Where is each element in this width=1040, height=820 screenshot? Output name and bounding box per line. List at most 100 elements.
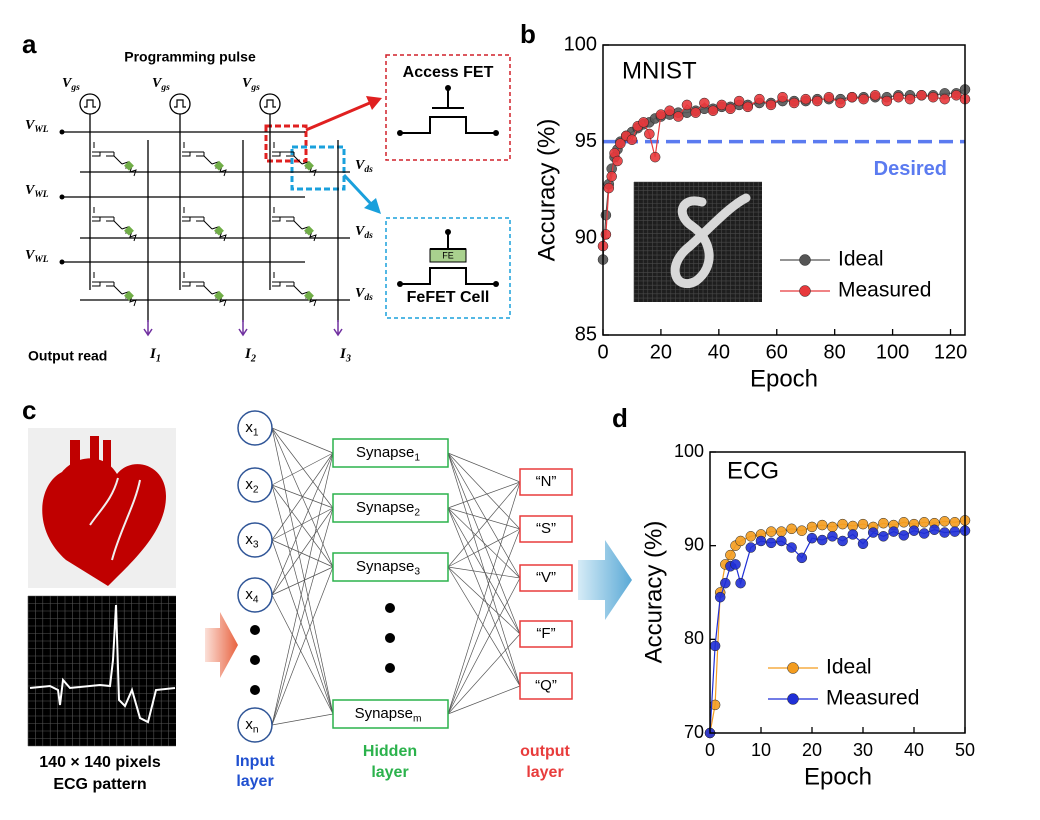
marker: [716, 99, 727, 111]
chart-title: ECG: [727, 457, 779, 484]
mnist-digit: [670, 193, 751, 288]
marker: [878, 517, 889, 529]
chart-title: MNIST: [622, 57, 697, 84]
mnist-grid: [633, 181, 762, 302]
current-label: I1: [149, 346, 161, 364]
output-label: “S”: [536, 520, 556, 537]
pulse: [84, 99, 96, 108]
layer-label: Input: [235, 753, 275, 770]
image-caption: ECG pattern: [53, 776, 146, 793]
gate-voltage-label: Vgs: [152, 76, 170, 93]
cell-ferro: [304, 225, 314, 236]
marker: [857, 538, 869, 550]
cell-ferro: [124, 290, 134, 301]
text-base: x: [245, 476, 253, 493]
x-tick-label: 0: [705, 740, 715, 760]
synapse-label: Synapse3: [356, 558, 420, 577]
text-base: x: [245, 586, 253, 603]
highlight-box: [264, 124, 308, 163]
connection: [271, 452, 334, 726]
marker: [709, 640, 721, 652]
marker: [881, 95, 893, 107]
marker: [742, 101, 754, 113]
x-tick-label: 100: [876, 341, 909, 363]
text-sub: gs: [250, 83, 260, 93]
connection: [271, 452, 334, 486]
gate-voltage-label: Vgs: [62, 76, 80, 93]
output-box: [519, 564, 573, 592]
connection: [447, 566, 521, 687]
text-sub: ds: [364, 293, 373, 303]
marker: [606, 171, 617, 182]
legend-label: Ideal: [826, 656, 872, 679]
marker: [898, 530, 910, 541]
pulse-source: [259, 93, 281, 115]
cell-transistor: [92, 272, 123, 295]
text-sub: 1: [156, 354, 161, 365]
marker: [735, 577, 746, 589]
input-node: [237, 410, 273, 446]
ellipsis-dot: [385, 633, 395, 643]
cell-transistor: [182, 207, 213, 230]
output-box: [519, 515, 573, 543]
text-sub: 3: [345, 354, 351, 365]
x-tick-label: 10: [751, 740, 771, 760]
cell-ferro: [124, 160, 134, 171]
marker: [755, 535, 767, 547]
word-line-label: VWL: [25, 183, 49, 200]
connection: [271, 539, 334, 715]
input-node: [237, 467, 273, 503]
marker: [754, 93, 765, 105]
y-axis-label: Accuracy (%): [533, 119, 560, 262]
marker: [837, 535, 848, 547]
marker: [765, 99, 777, 111]
synapse-box: [332, 699, 449, 729]
connection: [271, 566, 334, 726]
current-label: I2: [244, 346, 256, 364]
plot-frame: [602, 44, 966, 336]
marker: [908, 525, 920, 536]
marker: [847, 529, 859, 540]
ellipsis-dot: [250, 625, 260, 635]
marker: [725, 549, 736, 561]
x-tick-label: 20: [802, 740, 822, 760]
marker: [776, 535, 787, 547]
marker: [939, 527, 950, 538]
connection: [447, 452, 521, 483]
word-line-label: VWL: [25, 248, 49, 265]
connection: [447, 507, 521, 579]
marker: [690, 107, 701, 118]
cell-transistor: [272, 272, 303, 295]
output-box: [519, 468, 573, 496]
output-label: “N”: [536, 473, 557, 490]
connection: [271, 484, 334, 715]
input-label: x4: [245, 586, 259, 605]
x-tick-label: 0: [597, 341, 608, 363]
marker: [615, 138, 626, 149]
y-tick-label: 95: [575, 130, 597, 152]
heart: [42, 458, 167, 586]
legend-label: Ideal: [838, 248, 884, 271]
connection: [271, 452, 334, 541]
text-sub: 2: [253, 484, 259, 495]
connection: [271, 539, 334, 568]
connection: [447, 528, 521, 715]
marker: [823, 91, 835, 103]
text-base: x: [245, 419, 253, 436]
text-base: V: [355, 158, 366, 173]
marker: [878, 531, 889, 542]
marker: [918, 528, 930, 539]
marker: [888, 526, 899, 537]
x-tick-label: 80: [824, 341, 846, 363]
text-base: Synapse: [356, 444, 414, 461]
connection: [447, 452, 521, 579]
marker: [904, 93, 916, 105]
image-caption: 140 × 140 pixels: [39, 754, 161, 771]
marker: [720, 577, 731, 589]
synapse-box: [332, 493, 449, 523]
cell-transistor: [182, 272, 213, 295]
marker: [827, 531, 838, 542]
flow-arrow: [205, 612, 238, 678]
connection: [447, 452, 521, 687]
output-label: “Q”: [535, 677, 557, 694]
